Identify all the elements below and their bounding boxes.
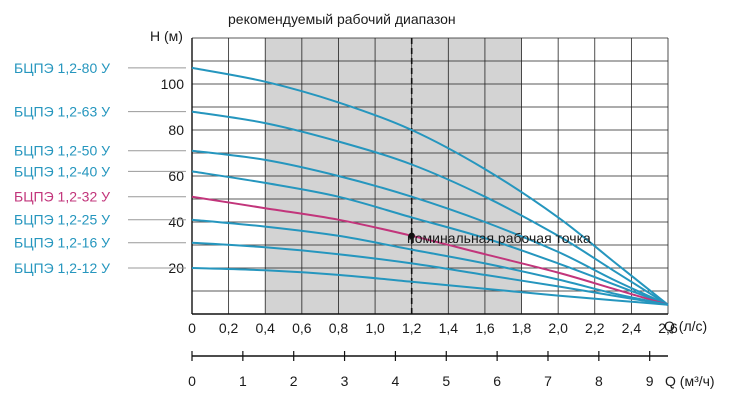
x-tick-label: 1,0 — [365, 320, 385, 336]
x-tick-label: 0,4 — [255, 320, 275, 336]
x-tick-label: 0,2 — [219, 320, 239, 336]
x2-tick-label: 9 — [646, 373, 654, 389]
x-tick-label: 2,6 — [658, 320, 678, 336]
x2-tick-label: 3 — [341, 373, 349, 389]
x2-tick-label: 6 — [493, 373, 501, 389]
series-curve — [191, 149, 669, 306]
series-label: БЦПЭ 1,2-32 У — [14, 189, 110, 205]
y-tick-label: 100 — [161, 76, 185, 92]
x2-tick-label: 2 — [290, 373, 298, 389]
x-tick-label: 1,4 — [439, 320, 459, 336]
y-tick-label: 40 — [168, 214, 184, 230]
series-label: БЦПЭ 1,2-80 У — [14, 60, 110, 76]
series-label: БЦПЭ 1,2-12 У — [14, 260, 110, 276]
series-curve — [191, 195, 669, 306]
series-label: БЦПЭ 1,2-63 У — [14, 104, 110, 120]
series-curve — [191, 170, 669, 306]
x2-tick-label: 4 — [392, 373, 400, 389]
x-tick-label: 0,6 — [292, 320, 312, 336]
x-tick-label: 1,8 — [512, 320, 532, 336]
series-label: БЦПЭ 1,2-25 У — [14, 212, 110, 228]
nominal-point-marker — [408, 232, 415, 239]
curves — [191, 66, 669, 306]
x2-tick-label: 0 — [188, 373, 196, 389]
x-tick-label: 2,0 — [548, 320, 568, 336]
series-curve — [191, 241, 669, 306]
x2-tick-label: 1 — [239, 373, 247, 389]
series-curve — [191, 267, 669, 306]
chart-title: рекомендуемый рабочий диапазон — [228, 11, 456, 27]
series-label: БЦПЭ 1,2-16 У — [14, 235, 110, 251]
x2-tick-label: 7 — [544, 373, 552, 389]
x-tick-label: 1,2 — [402, 320, 422, 336]
x-axis-label: Q (л/с) — [664, 318, 707, 334]
x-tick-label: 2,2 — [585, 320, 605, 336]
x2-tick-label: 5 — [442, 373, 450, 389]
x-tick-label: 2,4 — [622, 320, 642, 336]
series-label: БЦПЭ 1,2-50 У — [14, 143, 110, 159]
series-curve — [191, 110, 669, 306]
x2-tick-label: 8 — [595, 373, 603, 389]
y-tick-label: 60 — [168, 168, 184, 184]
x-tick-label: 1,6 — [475, 320, 495, 336]
x-tick-label: 0 — [188, 320, 196, 336]
series-label: БЦПЭ 1,2-40 У — [14, 163, 110, 179]
series-curve — [191, 218, 669, 306]
nominal-point-label: номинальная рабочая точка — [407, 230, 591, 246]
axes: 0 0,2 0,4 0,6 0,8 1,0 1,2 1,4 1,6 1,8 2,0 2,2 2,4 2,6… — [161, 38, 678, 389]
y-axis-label: H (м) — [150, 28, 183, 44]
labels: БЦПЭ 1,2-80 У БЦПЭ 1,2-63 У БЦПЭ 1,2-50 У Б… — [14, 60, 186, 276]
x-tick-label: 0,8 — [329, 320, 349, 336]
x2-axis-label: Q (м³/ч) — [665, 373, 715, 389]
y-tick-label: 80 — [168, 122, 184, 138]
series-curve — [191, 66, 669, 306]
